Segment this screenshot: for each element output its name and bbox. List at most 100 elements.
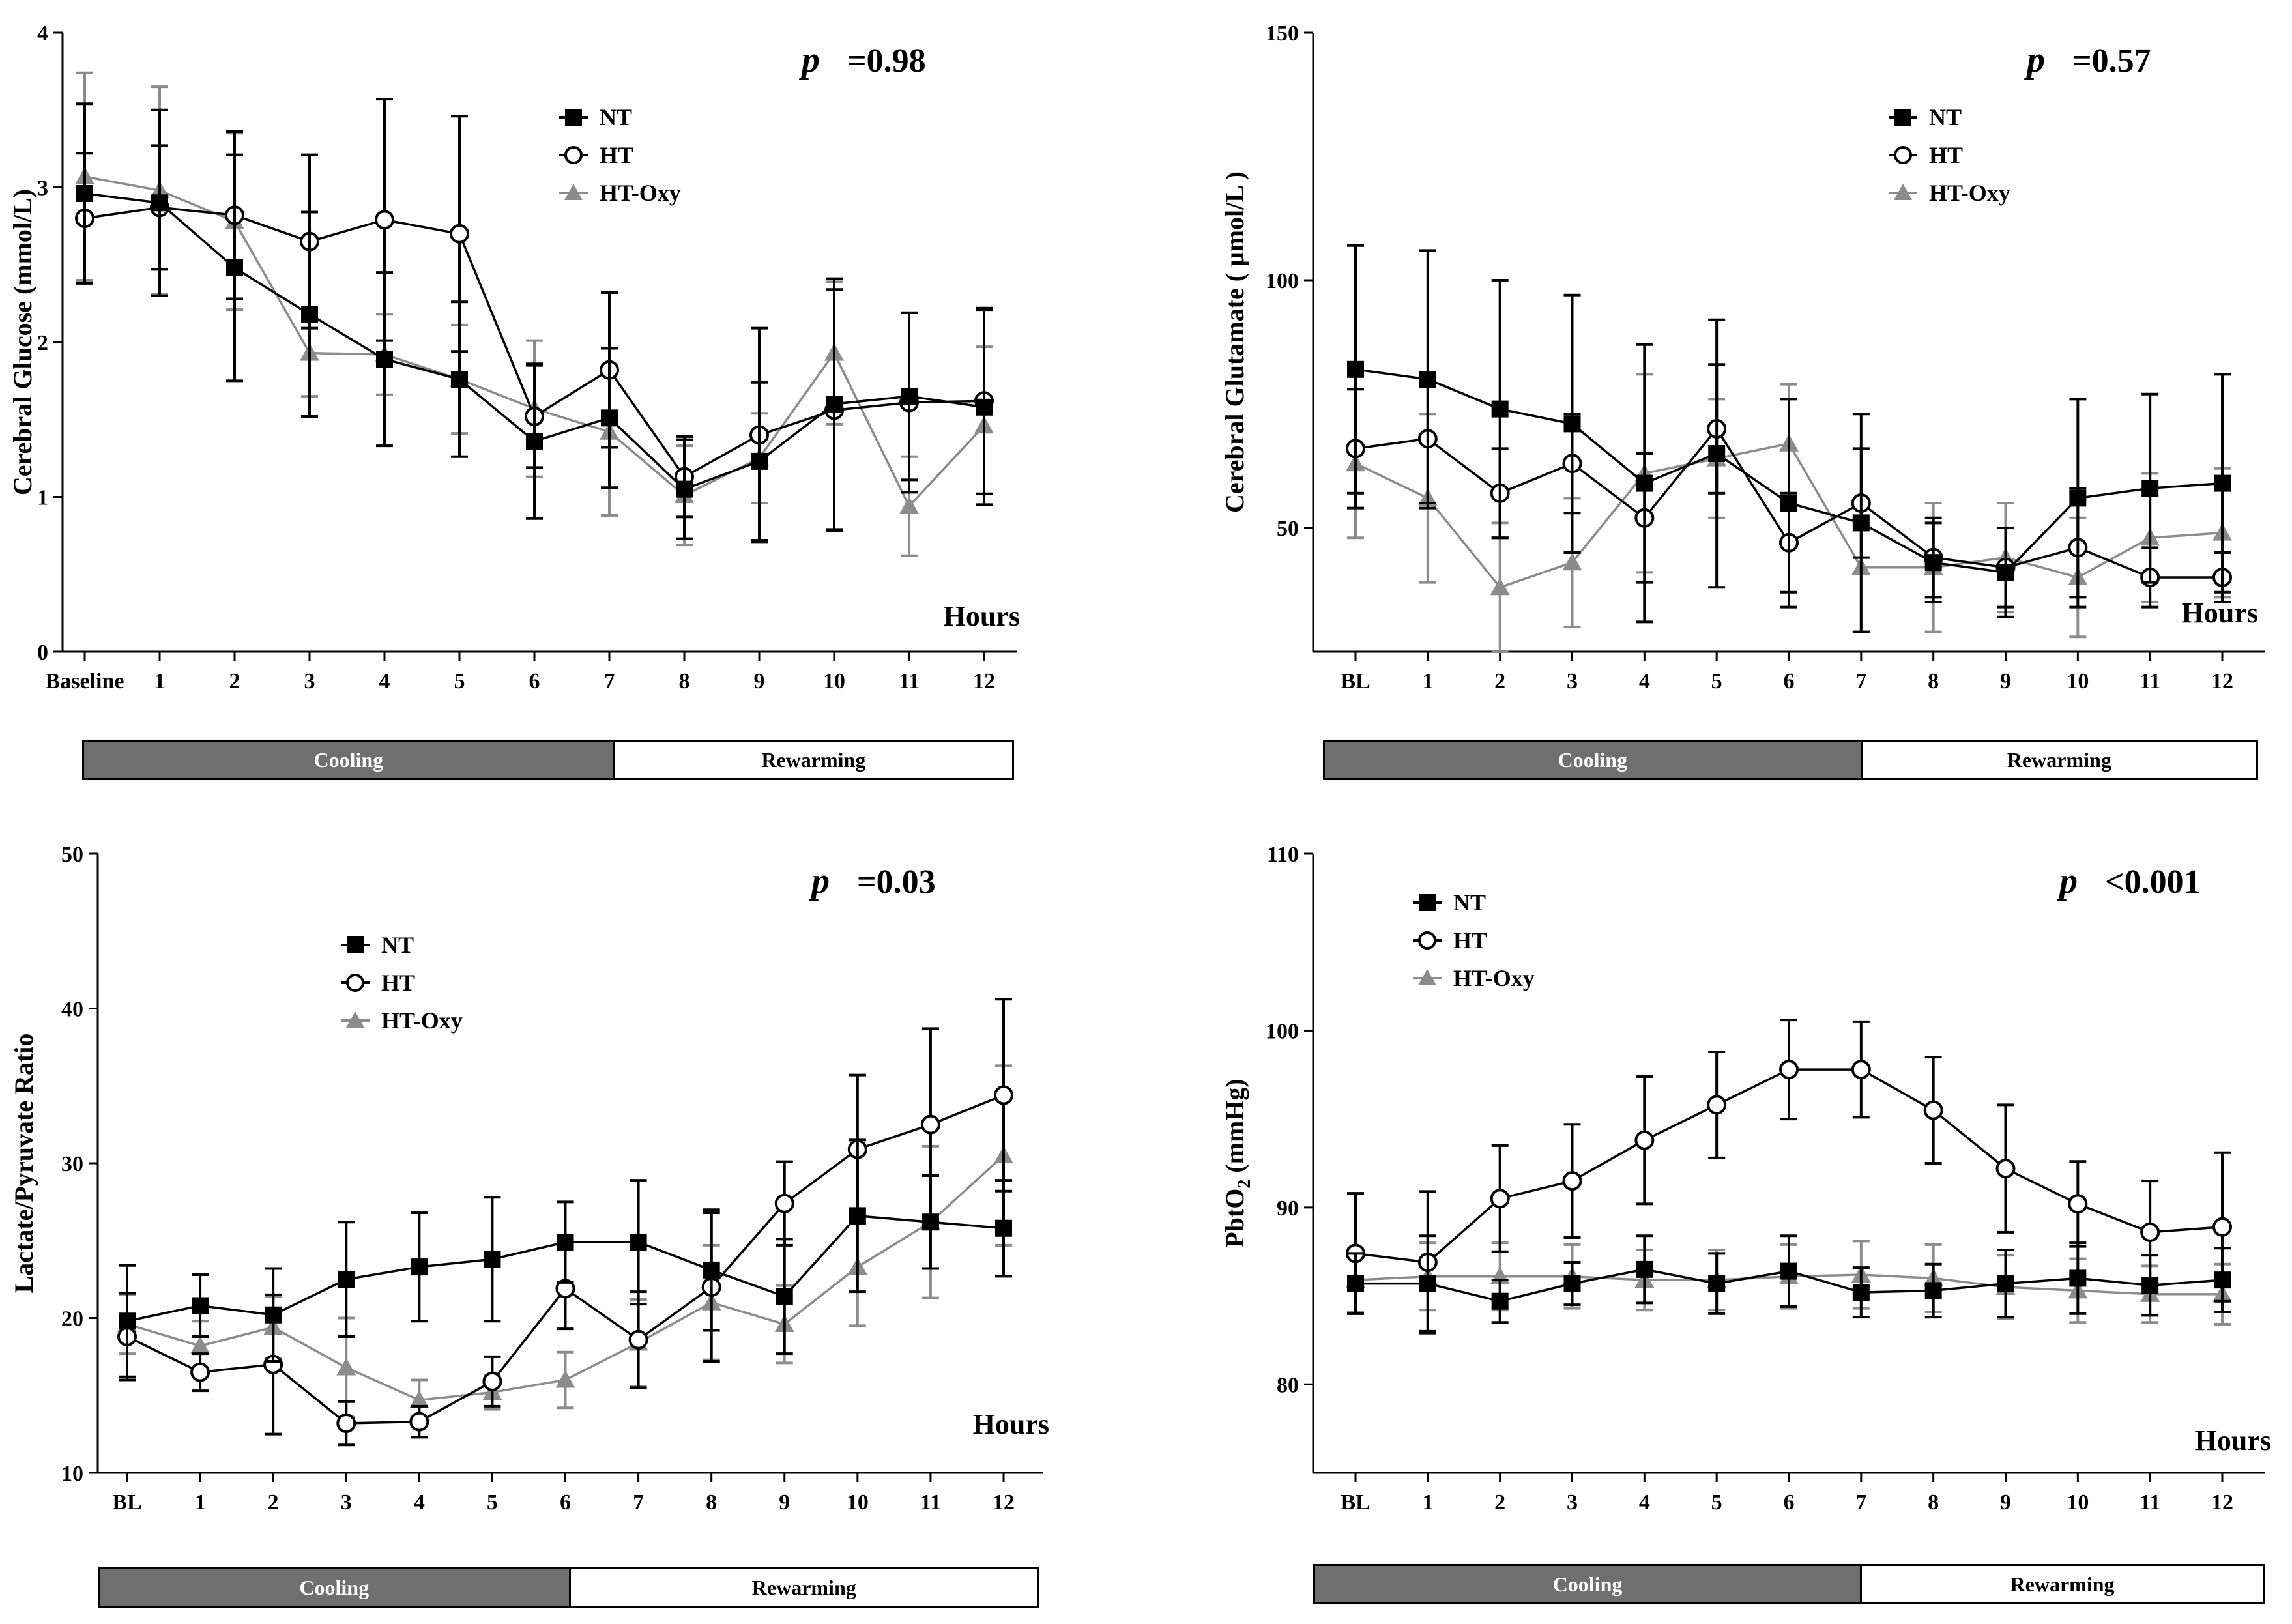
point-square	[2141, 1277, 2159, 1294]
point-circle	[482, 1371, 502, 1391]
x-tick-label: 4	[1639, 1490, 1650, 1515]
point-square	[751, 452, 768, 470]
point-square	[451, 371, 468, 388]
legend-label: NT	[381, 932, 414, 958]
y-tick-label: 90	[1277, 1196, 1299, 1221]
x-axis-label: Hours	[973, 1408, 1049, 1440]
x-tick-label: 7	[1855, 1490, 1866, 1515]
p-label: p	[809, 861, 830, 901]
series-nt	[1347, 1234, 2231, 1333]
point-square	[376, 351, 393, 368]
legend-label: HT-Oxy	[600, 180, 681, 206]
y-tick-label: 110	[1267, 843, 1299, 867]
p-label: p	[799, 40, 820, 80]
point-circle	[375, 210, 394, 230]
legend-marker-circle	[564, 146, 583, 164]
phase-bar: Cooling Rewarming	[1323, 740, 2258, 780]
x-axis-label: Hours	[944, 600, 1020, 632]
x-tick-label: 12	[2211, 669, 2233, 693]
x-tick-label: 7	[1855, 669, 1866, 693]
x-tick-label: 3	[1567, 669, 1578, 693]
legend: NT HT HT-Oxy	[1889, 104, 2010, 206]
x-tick-label: 1	[154, 669, 166, 693]
y-tick-label: 0	[37, 641, 48, 665]
point-square	[1780, 1262, 1797, 1280]
y-tick-label: 100	[1266, 1019, 1299, 1043]
point-square	[411, 1258, 428, 1276]
legend-label: NT	[600, 104, 632, 130]
x-tick-label: 6	[560, 1490, 571, 1515]
point-square	[1997, 564, 2014, 581]
point-square	[226, 259, 243, 276]
x-tick-label: 11	[2140, 669, 2160, 693]
y-tick-label: 30	[61, 1152, 83, 1176]
point-circle	[994, 1085, 1013, 1105]
legend-label: HT-Oxy	[1929, 180, 2010, 206]
legend: NT HT HT-Oxy	[559, 104, 681, 206]
x-tick-label: 2	[1494, 1490, 1505, 1515]
point-square	[901, 388, 918, 405]
point-square	[2214, 1271, 2231, 1289]
point-circle	[628, 1329, 648, 1350]
x-tick-label: 4	[379, 669, 390, 693]
x-tick-label: 1	[1422, 1490, 1433, 1515]
point-circle	[1707, 1095, 1727, 1115]
legend-label: HT	[1929, 142, 1963, 168]
point-square	[601, 409, 618, 427]
x-tick-label: 8	[679, 669, 690, 693]
point-square	[119, 1312, 136, 1330]
x-tick-label: 6	[1784, 669, 1795, 693]
legend-label: NT	[1453, 890, 1486, 916]
p-value: =0.03	[857, 863, 936, 901]
x-tick-label: 7	[633, 1490, 644, 1515]
point-square	[265, 1306, 282, 1324]
x-tick-label: 1	[1422, 669, 1433, 693]
legend-marker-circle	[1894, 146, 1912, 164]
x-tick-label: 10	[823, 669, 845, 693]
point-square	[76, 185, 93, 202]
legend-label: HT	[600, 142, 633, 168]
point-circle	[2068, 1194, 2088, 1214]
x-tick-label: 9	[2000, 669, 2011, 693]
point-circle	[1851, 1060, 1871, 1080]
phase-bar: Cooling Rewarming	[82, 740, 1014, 780]
x-tick-label: 9	[754, 669, 765, 693]
legend-marker-triangle	[1894, 184, 1912, 200]
point-square	[1563, 1275, 1581, 1292]
legend-marker-triangle	[346, 1011, 364, 1028]
cooling-phase: Cooling	[1325, 742, 1861, 778]
point-circle	[1995, 1159, 2016, 1179]
x-tick-label: 9	[779, 1490, 790, 1515]
x-tick-label: 5	[1711, 1490, 1722, 1515]
point-circle	[2140, 1222, 2160, 1242]
point-square	[151, 194, 168, 212]
point-square	[338, 1271, 355, 1288]
cooling-phase: Cooling	[1315, 1566, 1861, 1602]
y-axis-label: Lactate/Pyruvate Ratio	[9, 1034, 38, 1294]
y-tick-label: 40	[61, 998, 83, 1022]
point-circle	[1562, 1171, 1582, 1191]
point-square	[1780, 495, 1797, 512]
legend-marker-circle	[346, 974, 364, 992]
legend: NT HT HT-Oxy	[1413, 890, 1535, 991]
point-square	[630, 1234, 647, 1251]
panel-pbto2: 80 90 100 110 BL 1 2 3 4 5 6 7 8 9 10 11 12 PbtO2 (mmHg) H…	[1147, 808, 2292, 1624]
cooling-phase: Cooling	[100, 1569, 569, 1606]
legend-label: HT	[1453, 927, 1487, 953]
x-tick-label: 1	[195, 1490, 206, 1515]
y-tick-label: 2	[37, 331, 48, 355]
series-nt	[1347, 244, 2231, 633]
y-tick-label: 50	[1277, 517, 1299, 541]
point-square	[1419, 1275, 1436, 1292]
p-label: p	[2024, 40, 2045, 80]
point-square	[484, 1251, 501, 1268]
panel-lactate-pyruvate: 10 20 30 40 50 BL 1 2 3 4 5 6 7 8 9 10 11 12 Lactate/Pyruv…	[0, 808, 1134, 1624]
panel-cerebral-glucose: 0 1 2 3 4 Baseline 1 2 3 4 5 6 7 8 9 10 11 12 Cerebral Glu…	[0, 0, 1134, 795]
x-tick-label: Baseline	[46, 669, 124, 693]
point-triangle	[409, 1390, 429, 1408]
x-tick-label: BL	[112, 1490, 141, 1515]
point-square	[1708, 1275, 1726, 1292]
legend-marker-circle	[1418, 931, 1436, 950]
